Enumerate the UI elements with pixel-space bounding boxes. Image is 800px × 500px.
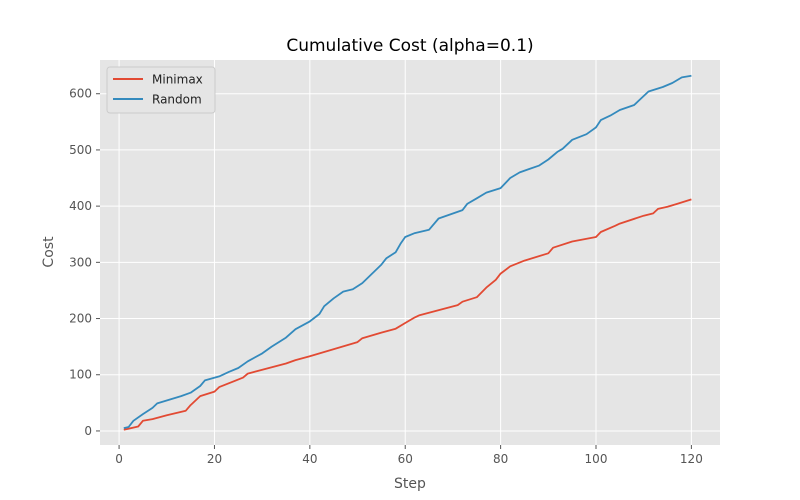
y-tick-label: 400 (69, 199, 92, 213)
x-axis-title: Step (394, 476, 426, 492)
series-line-random (123, 74, 692, 429)
y-tick-label: 600 (69, 87, 92, 101)
y-tick-label: 0 (84, 424, 92, 438)
legend-label-minimax: Minimax (152, 73, 203, 87)
x-tick-label: 60 (398, 452, 413, 466)
x-tick-label: 40 (302, 452, 317, 466)
plot-background (100, 60, 720, 445)
x-tick-label: 20 (207, 452, 222, 466)
y-tick-label: 300 (69, 255, 92, 269)
x-tick-label: 120 (680, 452, 703, 466)
y-axis-title: Cost (41, 236, 57, 268)
x-tick-label: 0 (115, 452, 123, 466)
y-tick-label: 200 (69, 312, 92, 326)
y-tick-label: 500 (69, 143, 92, 157)
axis-ticks: 0 20 40 60 80 100 120 0 100 200 300 400 500 600 (69, 87, 703, 466)
x-tick-label: 100 (585, 452, 608, 466)
grid (100, 60, 720, 445)
x-tick-label: 80 (493, 452, 508, 466)
chart-title: Cumulative Cost (alpha=0.1) (286, 36, 533, 56)
y-tick-label: 100 (69, 368, 92, 382)
legend: Minimax Random (106, 66, 216, 114)
series-layer (123, 74, 692, 431)
legend-label-random: Random (152, 93, 202, 107)
series-line-minimax (123, 198, 692, 431)
